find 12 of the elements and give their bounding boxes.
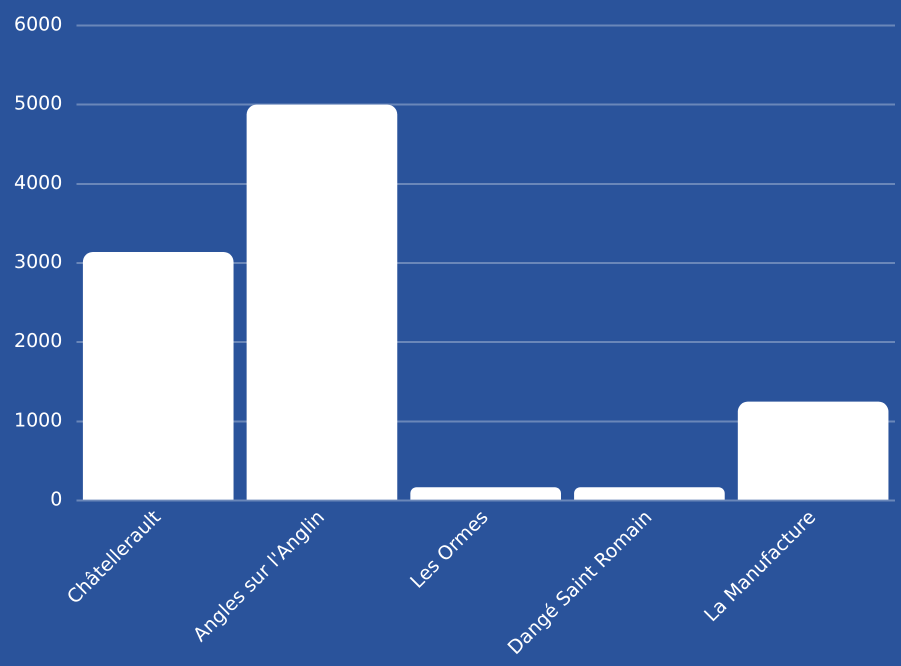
bar	[574, 487, 725, 500]
bar	[738, 402, 888, 500]
bar	[82, 252, 234, 500]
y-tick-label: 0	[50, 488, 62, 511]
bar	[246, 104, 398, 500]
y-tick-label: 5000	[14, 92, 62, 115]
y-tick-label: 4000	[14, 172, 62, 194]
y-tick-label: 3000	[14, 250, 62, 273]
y-tick-label: 1000	[14, 409, 62, 432]
y-tick-label: 6000	[14, 13, 62, 36]
bar	[410, 487, 561, 500]
y-tick-label: 2000	[14, 330, 62, 352]
